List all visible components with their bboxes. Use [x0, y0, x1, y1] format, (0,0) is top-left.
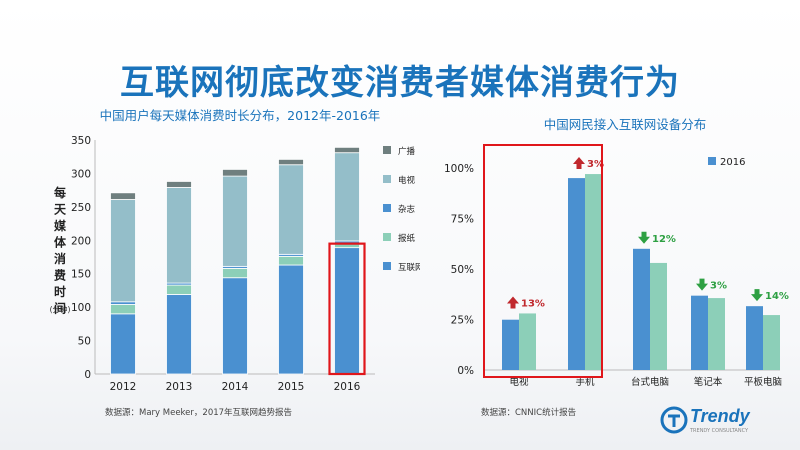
down-arrow-icon: [638, 231, 650, 244]
y-tick-label: 350: [71, 135, 91, 147]
legend-swatch-广播: [383, 146, 391, 154]
chart-device-share: 中国网民接入互联网设备分布 0% 25% 50% 75% 100% 电视 13% 手机 3% 台式电…: [444, 117, 789, 388]
x-tick-label: 2015: [278, 381, 305, 393]
chart-device-share-source: 数据源：CNNIC统计报告: [481, 408, 577, 418]
legend-swatch-互联网: [383, 262, 391, 270]
bar-segment-2015-报纸: [278, 255, 304, 266]
bar-segment-2016-电视: [334, 152, 360, 242]
bar-平板电脑-2015: [746, 306, 763, 370]
trendy-logo-icon: [660, 406, 688, 434]
bar-笔记本-2015: [691, 295, 708, 370]
bar-手机-2015: [568, 178, 585, 370]
y-axis-unit: (分钟): [50, 304, 71, 314]
chart-title: 中国用户每天媒体消费时长分布，2012年-2016年: [100, 108, 381, 123]
bar-segment-2016-互联网: [334, 247, 360, 375]
bar-segment-2012-广播: [110, 192, 136, 200]
x-tick-label: 电视: [509, 376, 529, 388]
bar-segment-2012-互联网: [110, 313, 136, 375]
y-tick-label: 75%: [451, 214, 474, 226]
up-arrow-icon: [573, 157, 585, 170]
trendy-logo: Trendy TRENDY CONSULTANCY: [660, 404, 780, 438]
annotation-label: 14%: [765, 291, 789, 302]
bar-segment-2013-互联网: [166, 294, 192, 375]
y-tick-label: 50: [78, 336, 91, 348]
legend-label: 互联网: [398, 263, 420, 273]
y-tick-label: 0: [84, 369, 91, 381]
y-tick-label: 25%: [451, 315, 474, 327]
trendy-logo-subtext: TRENDY CONSULTANCY: [690, 428, 749, 434]
legend-label: 电视: [398, 175, 416, 186]
x-tick-label: 2014: [222, 381, 249, 393]
chart-media-time: 中国用户每天媒体消费时长分布，2012年-2016年 0 50 100 150 200 25…: [50, 108, 420, 393]
y-tick-label: 100%: [444, 163, 474, 175]
legend-swatch-报纸: [383, 233, 391, 241]
bar-segment-2014-互联网: [222, 277, 248, 375]
chart-title: 中国网民接入互联网设备分布: [544, 117, 707, 132]
y-tick-label: 200: [71, 235, 91, 247]
y-tick-label: 150: [71, 269, 91, 281]
x-tick-label: 笔记本: [694, 376, 723, 388]
bar-segment-2012-报纸: [110, 304, 136, 315]
y-tick-label: 100: [71, 302, 91, 314]
bar-平板电脑-2016: [763, 315, 780, 370]
chart-media-time-source: 数据源：Mary Meeker，2017年互联网趋势报告: [105, 408, 293, 418]
legend-label: 2016: [720, 157, 745, 168]
legend-label: 广播: [398, 146, 416, 157]
bar-segment-2015-广播: [278, 158, 304, 166]
x-tick-label: 2016: [334, 381, 361, 393]
bar-笔记本-2016: [708, 298, 725, 370]
legend-swatch-2016: [708, 157, 716, 165]
y-tick-label: 50%: [451, 264, 474, 276]
page-title: 互联网彻底改变消费者媒体消费行为: [120, 63, 680, 103]
bar-台式电脑-2016: [650, 262, 667, 370]
bar-电视-2015: [502, 319, 519, 370]
annotation-label: 12%: [652, 234, 676, 245]
bar-电视-2016: [519, 313, 536, 370]
x-tick-label: 2012: [110, 381, 137, 393]
bar-segment-2014-电视: [222, 175, 248, 267]
highlight-box-tv-mobile: [483, 144, 603, 378]
bar-segment-2012-杂志: [110, 301, 136, 305]
x-tick-label: 手机: [575, 376, 595, 388]
bar-segment-2012-电视: [110, 199, 136, 303]
bar-segment-2014-报纸: [222, 267, 248, 279]
bar-segment-2016-广播: [334, 146, 360, 154]
bar-segment-2013-报纸: [166, 284, 192, 295]
x-tick-label: 2013: [166, 381, 193, 393]
bar-segment-2013-电视: [166, 187, 192, 284]
y-tick-label: 250: [71, 202, 91, 214]
bar-segment-2015-电视: [278, 164, 304, 255]
down-arrow-icon: [751, 289, 763, 302]
bar-手机-2016: [585, 174, 602, 370]
trendy-logo-text: Trendy: [690, 406, 750, 426]
annotation-label: 13%: [521, 298, 545, 309]
annotation-label: 3%: [587, 159, 604, 170]
legend-label: 报纸: [398, 233, 416, 244]
x-tick-label: 台式电脑: [631, 376, 669, 388]
annotation-label: 3%: [710, 281, 727, 292]
down-arrow-icon: [696, 278, 708, 291]
legend-label: 杂志: [398, 204, 416, 215]
up-arrow-icon: [507, 296, 519, 309]
bar-segment-2013-广播: [166, 181, 192, 188]
x-tick-label: 平板电脑: [744, 376, 782, 388]
legend-swatch-杂志: [383, 204, 391, 212]
legend-swatch-电视: [383, 175, 391, 183]
bar-segment-2014-广播: [222, 169, 248, 177]
y-tick-label: 300: [71, 168, 91, 180]
y-axis-title: 每天媒体消费时间: [54, 185, 67, 316]
bar-台式电脑-2015: [633, 248, 650, 370]
bar-segment-2015-互联网: [278, 264, 304, 375]
highlight-box-2016: [328, 242, 366, 376]
y-tick-label: 0%: [457, 365, 474, 377]
